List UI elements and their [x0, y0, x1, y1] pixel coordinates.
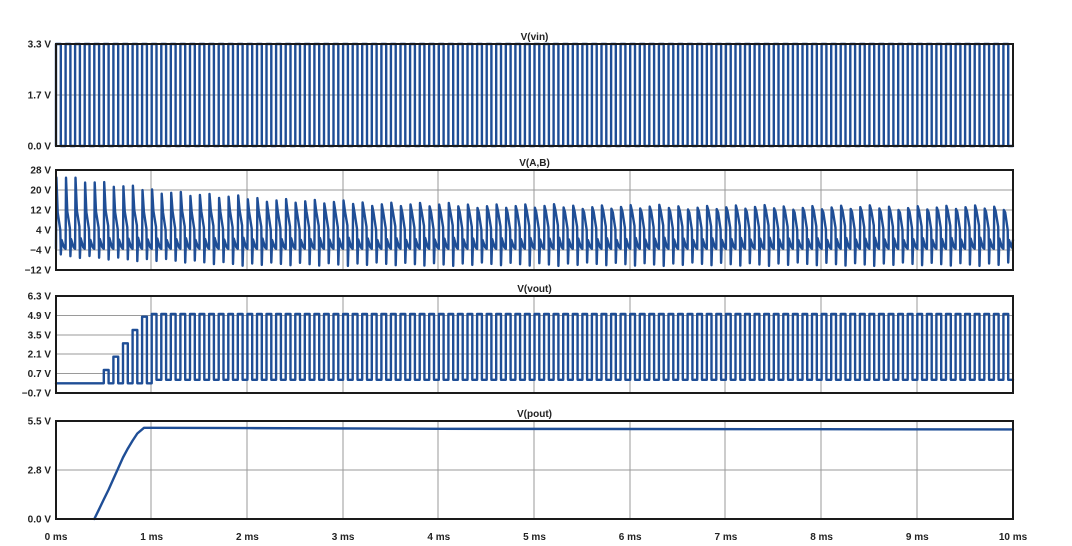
x-tick-label: 1 ms: [140, 532, 163, 543]
x-tick-label: 5 ms: [523, 532, 546, 543]
y-tick-label: 6.3 V: [28, 292, 52, 303]
y-tick-label: 4.9 V: [28, 311, 52, 322]
plot-frame: [55, 295, 1014, 394]
plot-frame: [55, 169, 1014, 271]
y-tick-label: −4 V: [30, 246, 51, 257]
panel-title: V(A,B): [519, 158, 550, 169]
y-tick-label: 20 V: [30, 186, 51, 197]
y-tick-label: 4 V: [36, 226, 51, 237]
plot-frame: [55, 43, 1014, 147]
y-tick-label: −0.7 V: [22, 389, 52, 400]
x-tick-label: 7 ms: [715, 532, 738, 543]
x-tick-label: 9 ms: [906, 532, 929, 543]
y-tick-label: 2.1 V: [28, 350, 52, 361]
y-tick-label: 0.0 V: [28, 515, 52, 526]
y-tick-label: 0.7 V: [28, 369, 52, 380]
x-axis: 0 ms 1 ms 2 ms 3 ms 4 ms 5 ms 6 ms 7 ms 8 ms 9 ms…: [45, 532, 1028, 543]
x-tick-label: 3 ms: [332, 532, 355, 543]
y-tick-label: 12 V: [30, 206, 51, 217]
x-tick-label: 6 ms: [619, 532, 642, 543]
y-tick-label: 3.5 V: [28, 330, 52, 341]
x-tick-label: 10 ms: [999, 532, 1028, 543]
waveform-trace: [54, 42, 1015, 148]
y-tick-label: 0.0 V: [28, 142, 52, 153]
y-tick-label: 1.7 V: [28, 91, 52, 102]
y-tick-label: −12 V: [25, 266, 52, 277]
panel-4: 5.5 V 2.8 V 0.0 V V(pout): [28, 409, 1015, 526]
x-tick-label: 8 ms: [810, 532, 833, 543]
waveform-trace: [54, 176, 1015, 268]
plot-frame: [55, 420, 1014, 520]
panel-title: V(vout): [517, 284, 551, 295]
y-tick-label: 5.5 V: [28, 417, 52, 428]
x-tick-label: 0 ms: [45, 532, 68, 543]
x-tick-label: 4 ms: [427, 532, 450, 543]
panel-title: V(vin): [521, 32, 549, 43]
panel-title: V(pout): [517, 409, 552, 420]
x-tick-label: 2 ms: [236, 532, 259, 543]
panels: 3.3 V 1.7 V 0.0 V V(vin) 28 V 20 V 12 V 4 V −4 V…: [22, 32, 1015, 526]
panel-3: 6.3 V 4.9 V 3.5 V 2.1 V 0.7 V −0.7 V V(vout): [22, 284, 1015, 400]
panel-2: 28 V 20 V 12 V 4 V −4 V −12 V V(A,B): [25, 158, 1015, 277]
y-tick-label: 28 V: [30, 166, 51, 177]
waveform-trace: [54, 312, 1015, 385]
waveform-trace: [93, 426, 1015, 521]
y-tick-label: 3.3 V: [28, 40, 52, 51]
y-tick-label: 2.8 V: [28, 466, 52, 477]
panel-1: 3.3 V 1.7 V 0.0 V V(vin): [28, 32, 1015, 153]
